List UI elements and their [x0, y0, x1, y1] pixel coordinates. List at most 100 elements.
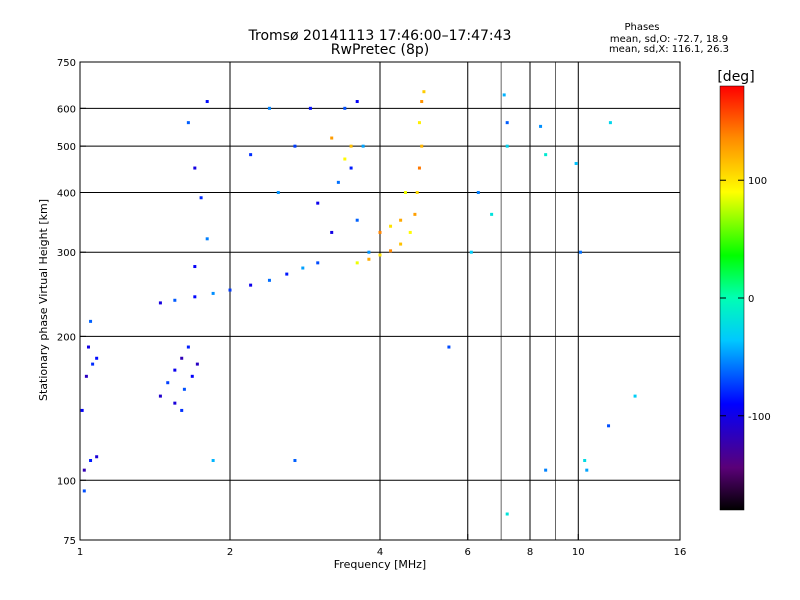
data-point [355, 218, 359, 222]
stats-heading: Phases [624, 22, 659, 33]
x-axis-label: Frequency [MHz] [334, 558, 426, 571]
data-point [355, 261, 359, 265]
y-axis-label: Stationary phase Virtual Height [km] [37, 199, 50, 401]
data-point [180, 356, 184, 360]
data-point [469, 250, 473, 254]
x-tick-label: 10 [572, 547, 585, 558]
data-point [415, 190, 419, 194]
data-point [403, 190, 407, 194]
data-point [413, 212, 417, 216]
y-tick-label: 75 [63, 536, 76, 547]
x-tick-label: 4 [377, 547, 383, 558]
data-point [173, 368, 177, 372]
x-tick-label: 2 [227, 547, 233, 558]
data-point [267, 278, 271, 282]
data-point [95, 455, 99, 459]
data-point [293, 144, 297, 148]
y-tick-label: 100 [57, 476, 76, 487]
y-tick-label: 400 [57, 188, 76, 199]
data-point [158, 301, 162, 305]
data-point [205, 100, 209, 104]
data-point [173, 298, 177, 302]
data-point [608, 121, 612, 125]
data-point [336, 180, 340, 184]
data-point [361, 144, 365, 148]
data-point [367, 257, 371, 261]
data-point [249, 283, 253, 287]
x-tick-label: 16 [674, 547, 687, 558]
data-point [82, 468, 86, 472]
data-point [267, 106, 271, 110]
y-tick-label: 750 [57, 58, 76, 69]
data-point [89, 458, 93, 462]
data-point [95, 356, 99, 360]
colorbar-tick-label: 0 [748, 294, 754, 305]
data-point [158, 394, 162, 398]
data-point [505, 512, 509, 516]
data-point [607, 424, 611, 428]
data-point [505, 121, 509, 125]
data-point [583, 458, 587, 462]
data-point [408, 230, 412, 234]
y-axis: 75 100 200 300 400 500 600 750 [57, 58, 86, 547]
data-point [211, 458, 215, 462]
data-point [276, 190, 280, 194]
y-tick-label: 300 [57, 248, 76, 259]
colorbar-ticks: 100 0 -100 [720, 176, 771, 423]
data-point [490, 212, 494, 216]
data-point [389, 224, 393, 228]
data-point [502, 93, 506, 97]
data-point [205, 237, 209, 241]
data-point [293, 458, 297, 462]
x-axis: 1 2 4 6 8 10 16 [77, 534, 687, 558]
grid-layer [80, 62, 680, 540]
data-point [228, 288, 232, 292]
data-point [420, 100, 424, 104]
data-point [355, 100, 359, 104]
data-point [544, 153, 548, 157]
stats-x-mode: mean, sd,X: 116.1, 26.3 [609, 44, 729, 55]
data-point [378, 253, 382, 257]
data-point [180, 408, 184, 412]
data-point [82, 489, 86, 493]
data-point [505, 144, 509, 148]
data-point [84, 374, 88, 378]
data-point [343, 157, 347, 161]
data-point [389, 249, 393, 253]
data-point [91, 362, 95, 366]
data-point [182, 387, 186, 391]
data-point [199, 196, 203, 200]
x-tick-label: 8 [527, 547, 533, 558]
data-point [249, 153, 253, 157]
data-point [186, 345, 190, 349]
data-point [186, 121, 190, 125]
data-point [89, 319, 93, 323]
data-point [422, 90, 426, 94]
data-point [417, 166, 421, 170]
data-point [316, 201, 320, 205]
data-point [193, 295, 197, 299]
colorbar-tick-label: 100 [748, 176, 767, 187]
data-point [308, 106, 312, 110]
data-point [633, 394, 637, 398]
data-point [349, 144, 353, 148]
chart-title: Tromsø 20141113 17:46:00–17:47:43 [248, 28, 512, 44]
data-point [349, 166, 353, 170]
x-tick-label: 6 [465, 547, 471, 558]
data-point [578, 250, 582, 254]
chart-subtitle: RwPretec (8p) [331, 42, 429, 58]
data-point [417, 121, 421, 125]
data-point [476, 190, 480, 194]
data-point [544, 468, 548, 472]
data-point [285, 272, 289, 276]
y-tick-label: 600 [57, 104, 76, 115]
data-point [301, 266, 305, 270]
colorbar-tick-label: -100 [748, 412, 771, 423]
data-point [420, 144, 424, 148]
data-point [316, 261, 320, 265]
data-point [399, 242, 403, 246]
data-point [166, 381, 170, 385]
data-point [86, 345, 90, 349]
data-point [447, 345, 451, 349]
